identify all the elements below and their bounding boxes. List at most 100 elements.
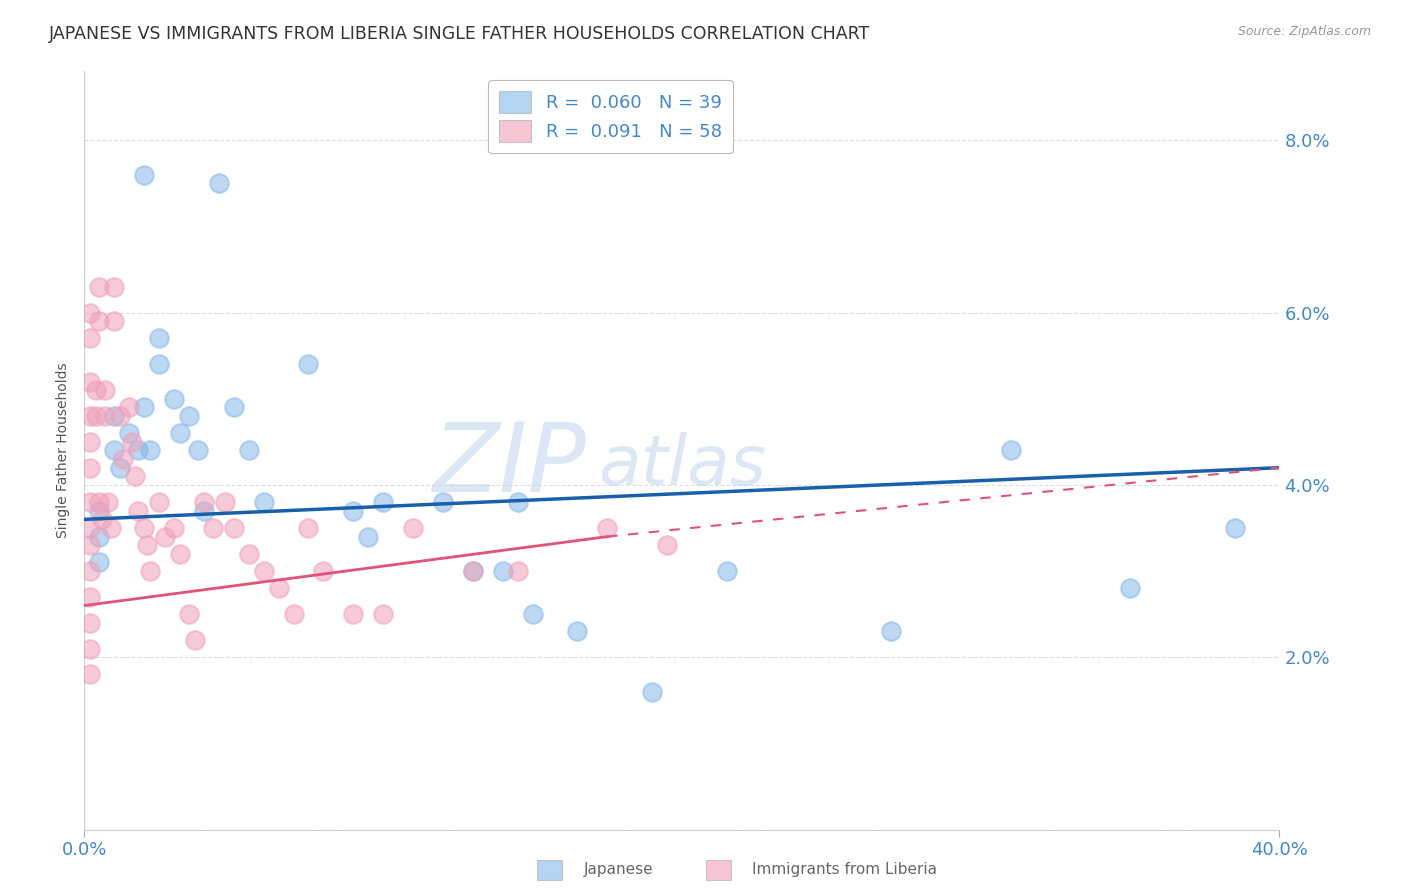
Point <box>148 495 170 509</box>
Point <box>342 504 364 518</box>
Point <box>596 521 619 535</box>
Point <box>297 357 319 371</box>
Point <box>79 564 101 578</box>
Point <box>432 495 454 509</box>
Point <box>89 314 111 328</box>
Point <box>89 504 111 518</box>
Point <box>187 443 209 458</box>
Point <box>91 512 114 526</box>
Point <box>132 521 156 535</box>
Text: ZIP: ZIP <box>433 419 586 512</box>
Point <box>127 504 149 518</box>
Point <box>716 564 738 578</box>
Point <box>461 564 484 578</box>
Point <box>253 495 276 509</box>
Point <box>121 434 143 449</box>
Point <box>79 495 101 509</box>
Point <box>94 383 117 397</box>
Point <box>461 564 484 578</box>
Point <box>506 495 529 509</box>
Point <box>103 409 125 423</box>
Point <box>373 495 395 509</box>
Point <box>169 426 191 441</box>
Point <box>177 409 200 423</box>
Point <box>522 607 544 622</box>
Point <box>208 177 231 191</box>
Point <box>297 521 319 535</box>
Point <box>79 409 101 423</box>
Point <box>94 409 117 423</box>
Point <box>193 504 215 518</box>
Point <box>86 383 108 397</box>
Point <box>132 401 156 415</box>
Point <box>506 564 529 578</box>
Point <box>169 547 191 561</box>
Point <box>79 615 101 630</box>
Point <box>124 469 146 483</box>
Point <box>110 460 132 475</box>
Point <box>222 521 245 535</box>
Point <box>148 357 170 371</box>
Point <box>492 564 515 578</box>
Point <box>283 607 305 622</box>
Point <box>79 667 101 681</box>
Point <box>153 530 176 544</box>
Point <box>136 538 159 552</box>
Point <box>193 495 215 509</box>
Point <box>103 314 125 328</box>
Point <box>132 168 156 182</box>
Point <box>1000 443 1022 458</box>
Point <box>139 564 162 578</box>
Point <box>79 375 101 389</box>
Point <box>655 538 678 552</box>
Point <box>79 331 101 345</box>
Point <box>342 607 364 622</box>
Point <box>79 305 101 319</box>
Point <box>214 495 236 509</box>
Point <box>880 624 903 639</box>
Text: Source: ZipAtlas.com: Source: ZipAtlas.com <box>1237 25 1371 38</box>
Point <box>89 530 111 544</box>
Point <box>402 521 425 535</box>
Point <box>89 495 111 509</box>
Point <box>86 409 108 423</box>
Point <box>103 443 125 458</box>
Point <box>79 460 101 475</box>
Point <box>163 521 186 535</box>
Text: Japanese: Japanese <box>583 863 654 877</box>
Point <box>253 564 276 578</box>
Point <box>79 521 101 535</box>
Point <box>118 401 141 415</box>
Point <box>100 521 122 535</box>
Point <box>79 590 101 604</box>
Point <box>79 538 101 552</box>
Point <box>641 684 664 698</box>
Text: Immigrants from Liberia: Immigrants from Liberia <box>752 863 938 877</box>
Y-axis label: Single Father Households: Single Father Households <box>56 363 70 538</box>
Point <box>267 582 290 596</box>
Legend: R =  0.060   N = 39, R =  0.091   N = 58: R = 0.060 N = 39, R = 0.091 N = 58 <box>488 80 733 153</box>
Point <box>567 624 589 639</box>
Point <box>357 530 380 544</box>
Point <box>163 392 186 406</box>
Point <box>238 443 260 458</box>
Point <box>127 443 149 458</box>
Point <box>148 331 170 345</box>
Point <box>238 547 260 561</box>
Point <box>184 633 207 648</box>
Point <box>177 607 200 622</box>
Text: atlas: atlas <box>599 432 766 500</box>
Point <box>79 641 101 656</box>
Point <box>312 564 335 578</box>
Point <box>201 521 224 535</box>
Point <box>79 434 101 449</box>
Point <box>1119 582 1142 596</box>
Text: JAPANESE VS IMMIGRANTS FROM LIBERIA SINGLE FATHER HOUSEHOLDS CORRELATION CHART: JAPANESE VS IMMIGRANTS FROM LIBERIA SING… <box>49 25 870 43</box>
Point <box>139 443 162 458</box>
Point <box>373 607 395 622</box>
Point <box>89 556 111 570</box>
Point <box>118 426 141 441</box>
Point <box>97 495 120 509</box>
Point <box>112 452 135 467</box>
Point <box>89 279 111 293</box>
